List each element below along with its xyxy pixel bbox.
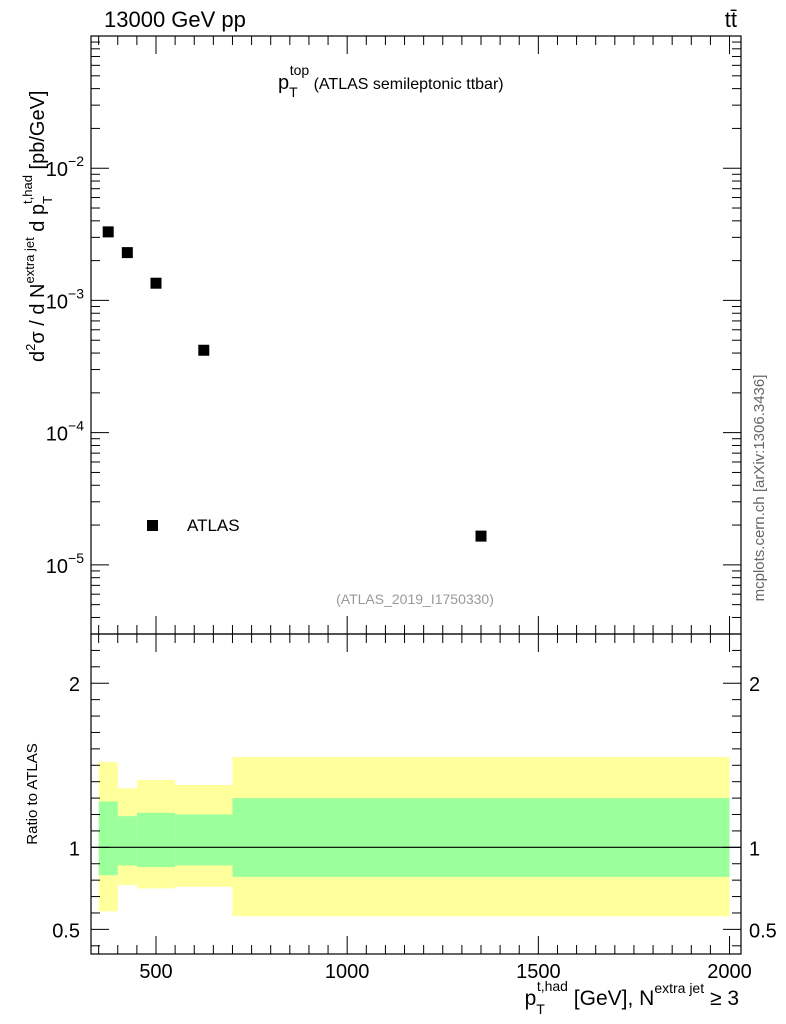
main-panel-frame xyxy=(90,35,742,635)
ratio-y-tick-label-right: 1 xyxy=(749,838,760,860)
chart-title-sup: top xyxy=(290,62,310,78)
data-point xyxy=(102,226,114,238)
analysis-label: (ATLAS_2019_I1750330) xyxy=(336,591,494,607)
ratio-inner-band xyxy=(117,816,137,866)
ratio-y-axis-label: Ratio to ATLAS xyxy=(24,743,41,844)
ratio-y-tick-label: 2 xyxy=(69,674,80,696)
y-tick-label: 10−3 xyxy=(46,285,84,313)
x-tick-label: 500 xyxy=(139,961,172,983)
y-axis-label: d2σ / d Nextra jet d pTt,had [pb/GeV] xyxy=(20,91,55,362)
ratio-bands xyxy=(98,757,730,917)
ratio-y-tick-label: 1 xyxy=(69,838,80,860)
y-tick-label: 10−5 xyxy=(46,550,84,578)
y-tick-label: 10−4 xyxy=(46,418,84,446)
y-tick-label: 10−2 xyxy=(46,153,84,181)
ratio-inner-band xyxy=(175,814,233,866)
data-point xyxy=(475,530,487,542)
ratio-inner-band xyxy=(232,798,730,877)
ratio-inner-band xyxy=(98,801,118,876)
x-tick-labels: 500 1000 1500 2000 xyxy=(139,961,751,983)
energy-label: 13000 GeV pp xyxy=(104,7,246,32)
data-point xyxy=(150,277,162,289)
ratio-panel: 0.5 0.5 1 1 2 2 500 1000 1500 2000 Ratio to ATLA… xyxy=(24,633,777,1017)
data-points xyxy=(102,226,487,542)
chart-title: pTtop (ATLAS semileptonic ttbar) xyxy=(278,62,504,100)
ratio-y-tick-label-right: 0.5 xyxy=(749,920,777,942)
ratio-panel-ticks xyxy=(91,634,741,954)
ratio-y-tick-label-right: 2 xyxy=(749,674,760,696)
x-tick-label: 1000 xyxy=(325,961,370,983)
y-tick-labels: 10−5 10−4 10−3 10−2 xyxy=(46,153,84,578)
ratio-inner-band xyxy=(136,812,176,868)
main-panel: pTtop (ATLAS semileptonic ttbar) (ATLAS_… xyxy=(20,35,742,635)
side-label: mcplots.cern.ch [arXiv:1306.3436] xyxy=(751,375,768,602)
main-panel-ticks xyxy=(91,35,741,635)
legend-marker xyxy=(147,520,158,531)
chart-title-sub: T xyxy=(289,84,298,100)
x-tick-label: 1500 xyxy=(516,961,561,983)
chart-title-rest: (ATLAS semileptonic ttbar) xyxy=(309,76,503,93)
chart-title-main: p xyxy=(278,72,289,94)
x-tick-label: 2000 xyxy=(707,961,752,983)
ratio-y-tick-labels: 0.5 0.5 1 1 2 2 xyxy=(52,674,777,942)
x-axis-label: pTt,had [GeV], Nextra jet ≥ 3 xyxy=(525,978,739,1017)
ratio-y-tick-label: 0.5 xyxy=(52,920,80,942)
data-point xyxy=(198,344,210,356)
data-point xyxy=(121,247,133,259)
ratio-panel-frame xyxy=(90,633,742,955)
legend-entry-atlas: ATLAS xyxy=(187,516,240,535)
process-label: tt̄ xyxy=(725,7,737,32)
